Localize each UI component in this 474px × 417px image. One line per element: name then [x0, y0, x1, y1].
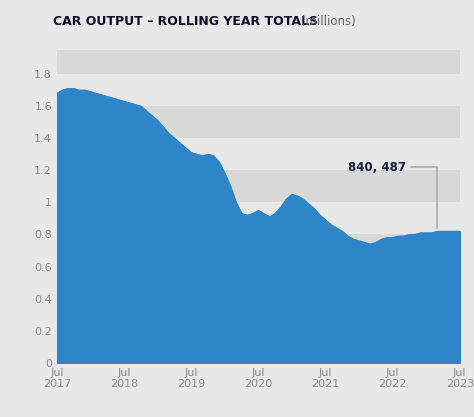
Bar [57, 74, 460, 106]
Bar [57, 331, 460, 363]
Text: CAR OUTPUT – ROLLING YEAR TOTALS: CAR OUTPUT – ROLLING YEAR TOTALS [53, 15, 318, 28]
Text: (millions): (millions) [297, 15, 356, 28]
Text: 840, 487: 840, 487 [348, 161, 438, 229]
Bar [57, 106, 460, 138]
Bar [57, 266, 460, 299]
Bar [57, 170, 460, 202]
Bar [57, 234, 460, 266]
Bar [57, 138, 460, 170]
Bar [57, 50, 460, 74]
Bar [57, 202, 460, 234]
Bar [57, 299, 460, 331]
